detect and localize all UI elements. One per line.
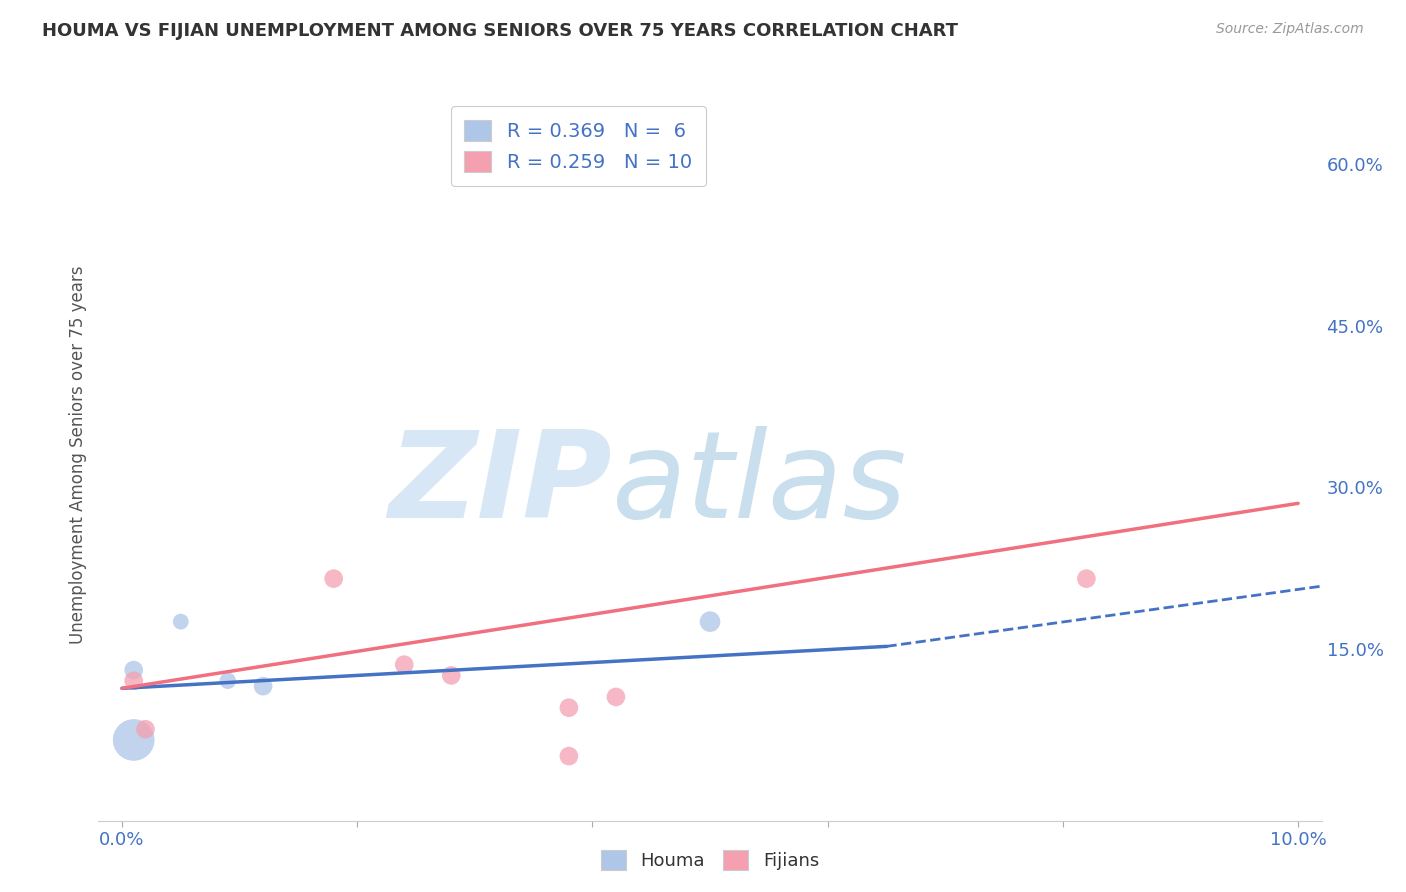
Point [252,679,274,693]
Point [558,700,581,714]
Point [558,749,581,764]
Point [605,690,627,704]
Y-axis label: Unemployment Among Seniors over 75 years: Unemployment Among Seniors over 75 years [69,266,87,644]
Point [170,615,193,629]
Point [440,668,463,682]
Point [394,657,416,672]
Text: ZIP: ZIP [388,425,612,542]
Text: HOUMA VS FIJIAN UNEMPLOYMENT AMONG SENIORS OVER 75 YEARS CORRELATION CHART: HOUMA VS FIJIAN UNEMPLOYMENT AMONG SENIO… [42,22,957,40]
Point [122,733,145,747]
Point [134,723,156,737]
Text: atlas: atlas [612,425,907,542]
Text: Source: ZipAtlas.com: Source: ZipAtlas.com [1216,22,1364,37]
Point [217,673,239,688]
Point [699,615,721,629]
Point [122,663,145,677]
Point [122,673,145,688]
Point [1076,572,1098,586]
Point [581,157,603,171]
Legend: Houma, Fijians: Houma, Fijians [593,843,827,878]
Point [322,572,344,586]
